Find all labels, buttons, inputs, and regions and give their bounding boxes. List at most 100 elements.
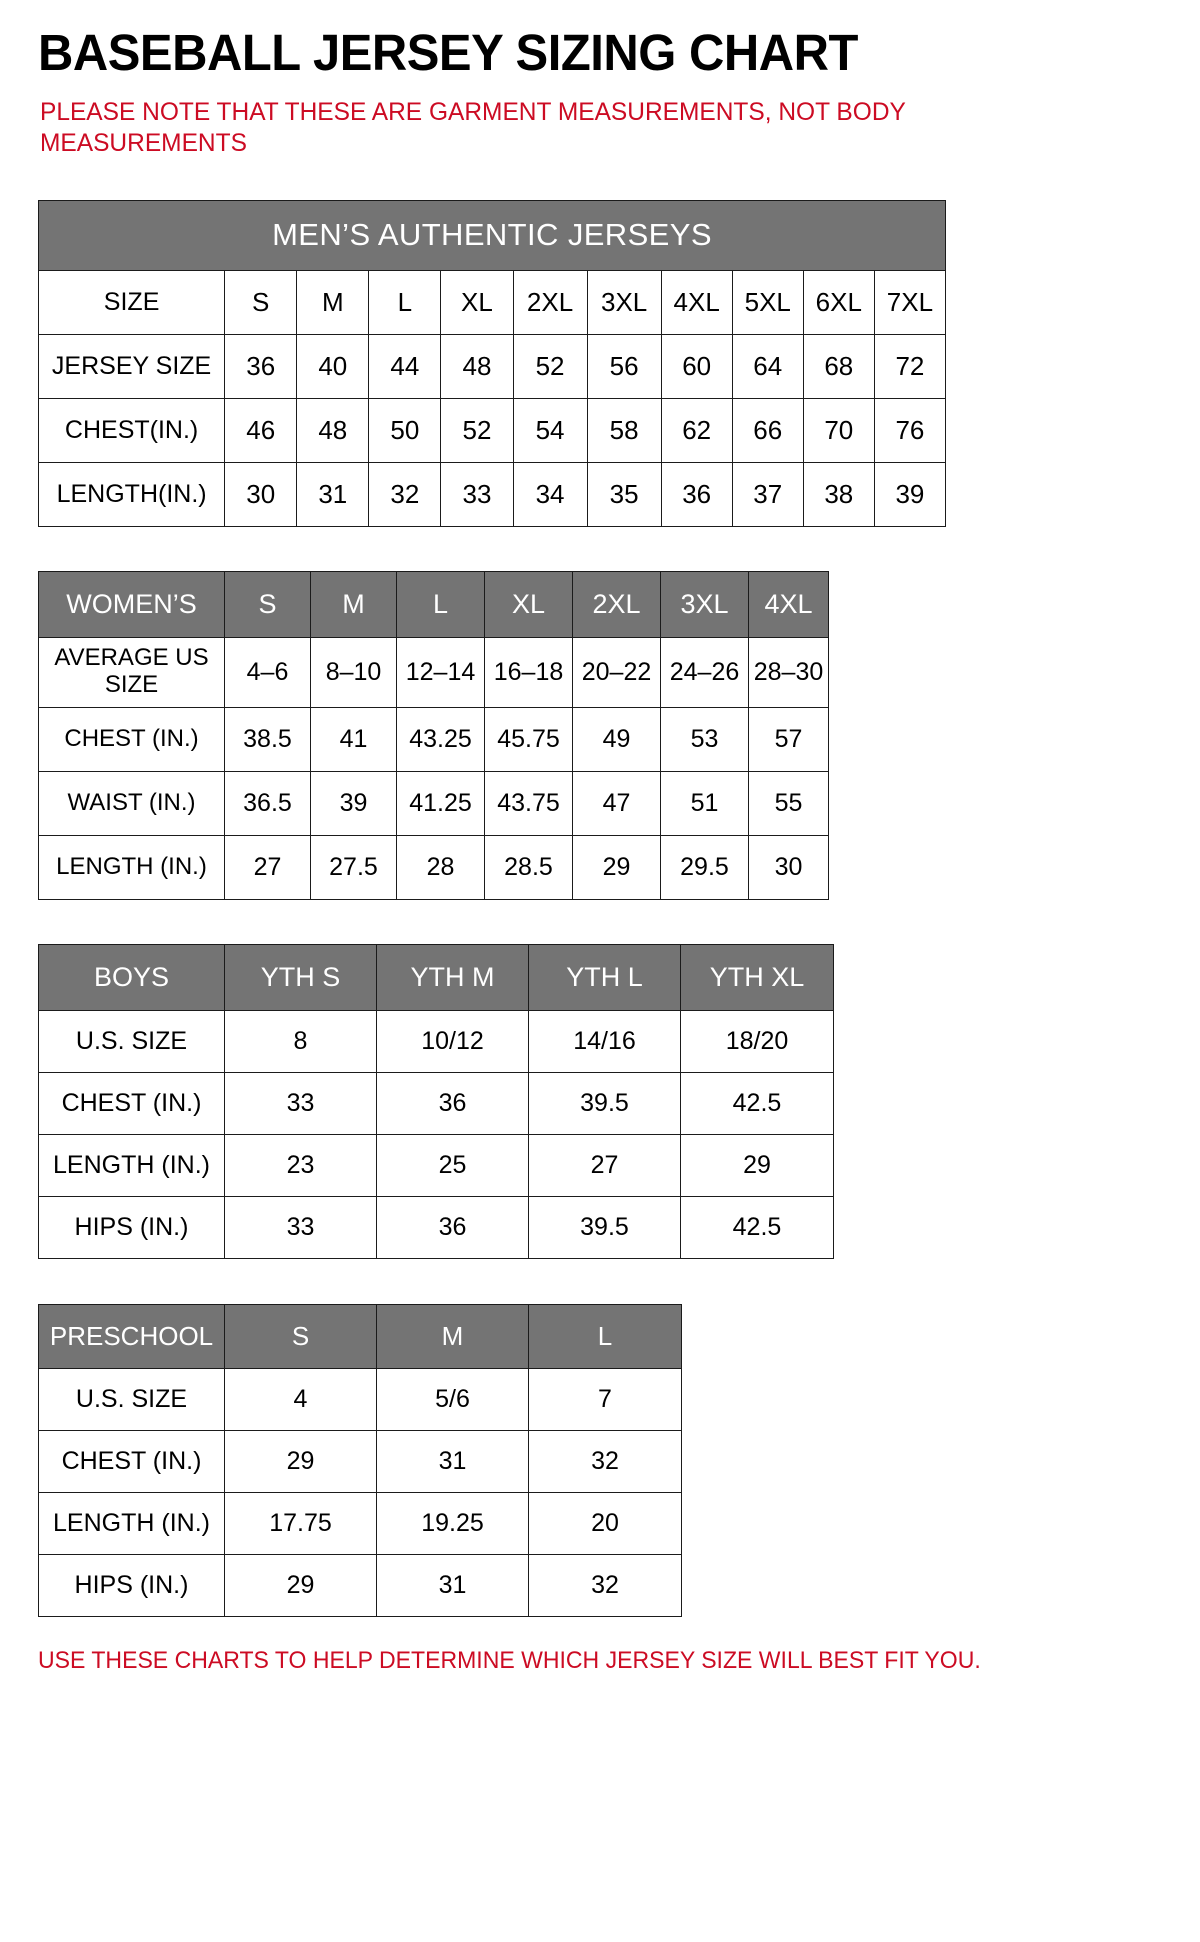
mens-banner-row: MEN’S AUTHENTIC JERSEYS (38, 199, 946, 271)
table-cell: 62 (660, 397, 733, 463)
womens-row-label-length: LENGTH (IN.) (38, 834, 225, 900)
table-cell: 39 (873, 461, 947, 527)
preschool-row-label-hips: HIPS (IN.) (38, 1553, 225, 1617)
mens-table-wrapper: MEN’S AUTHENTIC JERSEYS SIZE S M L XL 2X… (37, 199, 1200, 527)
mens-table-body: MEN’S AUTHENTIC JERSEYS SIZE S M L XL 2X… (37, 199, 947, 527)
boys-sizing-table: BOYS YTH S YTH M YTH L YTH XL U.S. SIZE … (38, 943, 834, 1259)
preschool-col-l: L (528, 1303, 682, 1369)
preschool-table-wrapper: PRESCHOOL S M L U.S. SIZE 4 5/6 7 CHEST … (38, 1303, 1200, 1617)
table-cell: 47 (572, 770, 661, 836)
table-cell: 51 (660, 770, 749, 836)
table-cell: 55 (748, 770, 829, 836)
table-cell: 41.25 (396, 770, 485, 836)
table-cell: 36 (376, 1071, 529, 1135)
womens-col-4xl: 4XL (748, 570, 829, 638)
boys-row-label-chest: CHEST (IN.) (38, 1071, 225, 1135)
table-cell: 50 (368, 397, 442, 463)
table-row: AVERAGE US SIZE 4–6 8–10 12–14 16–18 20–… (38, 636, 829, 708)
womens-col-3xl: 3XL (660, 570, 749, 638)
table-cell: 68 (802, 333, 875, 399)
mens-header-row: SIZE S M L XL 2XL 3XL 4XL 5XL 6XL 7XL (37, 269, 947, 335)
table-cell: 8–10 (310, 636, 397, 708)
table-cell: 42.5 (680, 1071, 834, 1135)
table-row: CHEST (IN.) 38.5 41 43.25 45.75 49 53 57 (38, 706, 829, 772)
boys-table-body: BOYS YTH S YTH M YTH L YTH XL U.S. SIZE … (38, 943, 834, 1259)
table-cell: 41 (310, 706, 397, 772)
womens-row-label-average-us-size: AVERAGE US SIZE (38, 636, 225, 708)
table-cell: 48 (296, 397, 370, 463)
table-cell: 38 (802, 461, 875, 527)
table-cell: 56 (586, 333, 662, 399)
womens-col-xl: XL (484, 570, 573, 638)
table-cell: 43.25 (396, 706, 485, 772)
womens-col-m: M (310, 570, 397, 638)
table-cell: 36 (660, 461, 733, 527)
table-cell: 19.25 (376, 1491, 529, 1555)
table-cell: 52 (440, 397, 514, 463)
boys-row-label-length: LENGTH (IN.) (38, 1133, 225, 1197)
table-cell: 31 (376, 1429, 529, 1493)
table-cell: 28.5 (484, 834, 573, 900)
table-cell: 49 (572, 706, 661, 772)
table-cell: 29 (680, 1133, 834, 1197)
mens-col-s: S (224, 269, 298, 335)
table-cell: 28 (396, 834, 485, 900)
preschool-col-m: M (376, 1303, 529, 1369)
table-cell: 54 (512, 397, 588, 463)
table-cell: 33 (224, 1071, 377, 1135)
table-cell: 38.5 (224, 706, 311, 772)
mens-col-6xl: 6XL (802, 269, 875, 335)
footer-note: USE THESE CHARTS TO HELP DETERMINE WHICH… (38, 1646, 981, 1674)
table-cell: 52 (512, 333, 588, 399)
womens-row-label-chest: CHEST (IN.) (38, 706, 225, 772)
womens-col-s: S (224, 570, 311, 638)
mens-row-label-jersey-size: JERSEY SIZE (37, 333, 226, 399)
mens-col-3xl: 3XL (586, 269, 662, 335)
table-cell: 36 (376, 1195, 529, 1259)
mens-row-label-chest: CHEST(IN.) (37, 397, 226, 463)
boys-col-yth-s: YTH S (224, 943, 377, 1011)
table-cell: 36.5 (224, 770, 311, 836)
table-cell: 40 (296, 333, 370, 399)
table-cell: 57 (748, 706, 829, 772)
mens-row-label-length: LENGTH(IN.) (37, 461, 226, 527)
preschool-table-body: PRESCHOOL S M L U.S. SIZE 4 5/6 7 CHEST … (38, 1303, 682, 1617)
womens-sizing-table: WOMEN’S S M L XL 2XL 3XL 4XL AVERAGE US … (38, 570, 829, 900)
boys-row-label-hips: HIPS (IN.) (38, 1195, 225, 1259)
mens-sizing-table: MEN’S AUTHENTIC JERSEYS SIZE S M L XL 2X… (37, 199, 947, 527)
table-row: CHEST (IN.) 33 36 39.5 42.5 (38, 1071, 834, 1135)
table-cell: 7 (528, 1367, 682, 1431)
table-cell: 35 (586, 461, 662, 527)
table-cell: 32 (528, 1553, 682, 1617)
table-cell: 27 (224, 834, 311, 900)
mens-col-m: M (296, 269, 370, 335)
mens-banner-title: MEN’S AUTHENTIC JERSEYS (38, 199, 946, 271)
table-cell: 32 (528, 1429, 682, 1493)
table-cell: 5/6 (376, 1367, 529, 1431)
table-cell: 29 (572, 834, 661, 900)
womens-table-body: WOMEN’S S M L XL 2XL 3XL 4XL AVERAGE US … (38, 570, 829, 900)
table-cell: 18/20 (680, 1009, 834, 1073)
table-cell: 39.5 (528, 1195, 681, 1259)
table-cell: 33 (224, 1195, 377, 1259)
mens-col-7xl: 7XL (873, 269, 947, 335)
table-cell: 33 (440, 461, 514, 527)
table-cell: 28–30 (748, 636, 829, 708)
table-cell: 31 (296, 461, 370, 527)
preschool-header-row: PRESCHOOL S M L (38, 1303, 682, 1369)
table-cell: 17.75 (224, 1491, 377, 1555)
table-cell: 36 (224, 333, 298, 399)
preschool-row-label-length: LENGTH (IN.) (38, 1491, 225, 1555)
table-cell: 66 (731, 397, 804, 463)
page-title: BASEBALL JERSEY SIZING CHART (38, 24, 858, 81)
table-row: LENGTH(IN.) 30 31 32 33 34 35 36 37 38 3… (37, 461, 947, 527)
preschool-col-s: S (224, 1303, 377, 1369)
table-cell: 58 (586, 397, 662, 463)
table-cell: 53 (660, 706, 749, 772)
boys-row-label-us-size: U.S. SIZE (38, 1009, 225, 1073)
table-cell: 70 (802, 397, 875, 463)
preschool-sizing-table: PRESCHOOL S M L U.S. SIZE 4 5/6 7 CHEST … (38, 1303, 682, 1617)
table-row: JERSEY SIZE 36 40 44 48 52 56 60 64 68 7… (37, 333, 947, 399)
table-row: U.S. SIZE 8 10/12 14/16 18/20 (38, 1009, 834, 1073)
table-cell: 76 (873, 397, 947, 463)
